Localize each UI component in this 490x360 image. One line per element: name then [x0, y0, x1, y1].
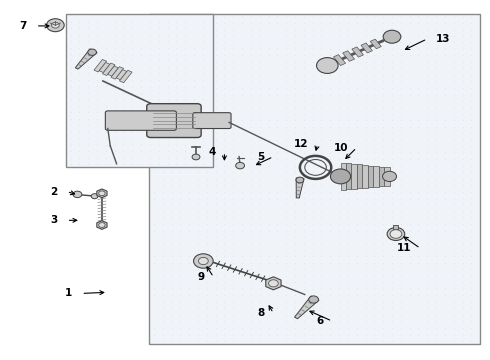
Polygon shape [370, 39, 381, 49]
Circle shape [390, 230, 402, 238]
Polygon shape [108, 66, 119, 76]
Text: 4: 4 [208, 147, 216, 157]
Circle shape [236, 162, 245, 169]
Text: 5: 5 [257, 152, 265, 162]
Text: 6: 6 [316, 316, 323, 326]
Text: 2: 2 [50, 186, 58, 197]
Circle shape [51, 22, 59, 28]
FancyBboxPatch shape [105, 111, 176, 130]
Text: 8: 8 [257, 308, 265, 318]
Circle shape [383, 30, 401, 43]
Polygon shape [334, 55, 345, 66]
Circle shape [91, 194, 98, 199]
Bar [149, 14, 480, 344]
Circle shape [387, 228, 405, 240]
Polygon shape [120, 70, 132, 83]
Text: 13: 13 [436, 34, 451, 44]
Circle shape [317, 58, 338, 73]
Circle shape [88, 49, 97, 55]
Bar [66, 14, 213, 167]
Circle shape [73, 191, 82, 198]
Circle shape [330, 169, 351, 184]
Bar [341, 163, 346, 190]
Circle shape [309, 296, 318, 303]
Bar [384, 167, 390, 186]
Polygon shape [296, 178, 304, 198]
Polygon shape [294, 296, 319, 319]
Text: 10: 10 [333, 143, 348, 153]
Polygon shape [102, 63, 115, 76]
Polygon shape [94, 59, 107, 72]
Circle shape [194, 254, 213, 268]
Polygon shape [361, 43, 372, 53]
Bar [346, 163, 351, 189]
Circle shape [98, 222, 105, 228]
Circle shape [269, 280, 278, 287]
Polygon shape [97, 221, 107, 229]
Text: 3: 3 [50, 215, 58, 225]
Circle shape [192, 154, 200, 160]
Bar [362, 165, 368, 188]
Text: 1: 1 [65, 288, 73, 298]
Circle shape [383, 171, 396, 181]
Polygon shape [75, 49, 97, 69]
Bar [368, 166, 373, 187]
Text: 9: 9 [197, 272, 205, 282]
Polygon shape [352, 47, 364, 57]
Circle shape [47, 19, 64, 32]
FancyBboxPatch shape [193, 113, 231, 129]
Text: 7: 7 [20, 21, 27, 31]
Circle shape [98, 191, 105, 196]
Text: 12: 12 [294, 139, 309, 149]
Circle shape [296, 177, 304, 183]
Polygon shape [99, 62, 110, 73]
Polygon shape [111, 67, 123, 79]
Polygon shape [266, 277, 281, 290]
Polygon shape [116, 69, 127, 80]
Bar [357, 165, 362, 188]
Polygon shape [343, 51, 355, 61]
Bar [393, 225, 398, 229]
Bar [351, 164, 357, 189]
FancyBboxPatch shape [147, 104, 201, 138]
Text: 11: 11 [397, 243, 412, 253]
Bar [373, 166, 379, 187]
Bar [379, 167, 384, 186]
Circle shape [198, 257, 208, 265]
Polygon shape [97, 189, 107, 198]
